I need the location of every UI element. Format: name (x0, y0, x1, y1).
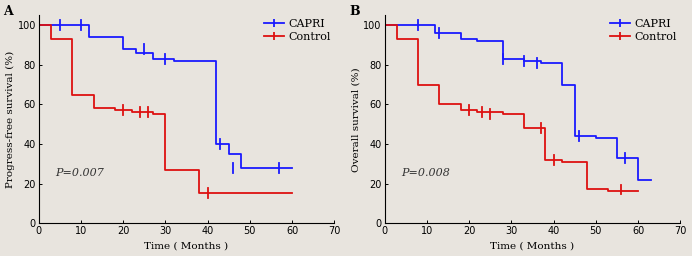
Text: A: A (3, 5, 13, 18)
X-axis label: Time ( Months ): Time ( Months ) (491, 241, 574, 250)
X-axis label: Time ( Months ): Time ( Months ) (145, 241, 228, 250)
Legend: CAPRI, Control: CAPRI, Control (264, 19, 331, 41)
Y-axis label: Overall survival (%): Overall survival (%) (352, 67, 361, 172)
Legend: CAPRI, Control: CAPRI, Control (610, 19, 677, 41)
Y-axis label: Progress-free survival (%): Progress-free survival (%) (6, 51, 15, 188)
Text: P=0.008: P=0.008 (401, 168, 450, 178)
Text: P=0.007: P=0.007 (55, 168, 104, 178)
Text: B: B (349, 5, 360, 18)
